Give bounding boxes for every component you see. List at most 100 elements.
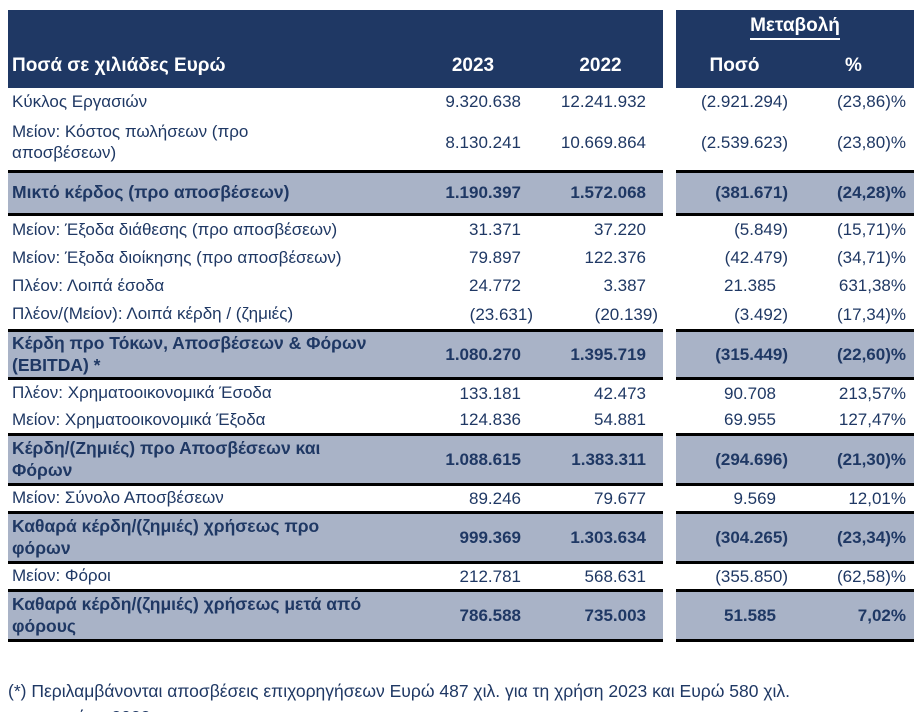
- table-row-subtotal: Καθαρά κέρδη/(ζημιές) χρήσεως προ φόρων 9…: [8, 511, 914, 564]
- value-2023: 9.320.638: [445, 92, 521, 111]
- change-amount: (294.696): [715, 449, 788, 469]
- table-row: Πλέον: Λοιπά έσοδα 24.772 3.387 21.385 631,…: [8, 272, 914, 300]
- column-gap: [663, 329, 676, 380]
- row-label: Μείον: Έξοδα διάθεσης (προ αποσβέσεων): [12, 219, 338, 239]
- change-amount: (304.265): [715, 527, 788, 547]
- table-row: Μείον: Φόροι 212.781 568.631 (355.850) (62,…: [8, 564, 914, 589]
- value-2022: 1.383.311: [571, 449, 646, 469]
- change-amount: (42.479): [724, 248, 788, 267]
- table-row-total: Καθαρά κέρδη/(ζημιές) χρήσεως μετά από φ…: [8, 589, 914, 642]
- table-header-change: Μεταβολή Ποσό %: [676, 10, 914, 88]
- change-amount: 69.955: [724, 410, 776, 429]
- change-subheaders: Ποσό %: [676, 55, 914, 77]
- row-label: Πλέον: Χρηματοοικονομικά Έσοδα: [12, 383, 272, 403]
- footnote-line2: για τη χρήση 2022.: [8, 707, 155, 712]
- row-label: Πλέον/(Μείον): Λοιπά κέρδη / (ζημιές): [12, 304, 294, 324]
- change-amount: (3.492): [734, 304, 788, 324]
- value-2023: 786.588: [459, 605, 521, 625]
- value-2023: 133.181: [459, 383, 521, 403]
- table-row: Πλέον: Χρηματοοικονομικά Έσοδα 133.181 42.…: [8, 380, 914, 407]
- value-2023: 89.246: [469, 488, 521, 508]
- column-gap: [663, 10, 676, 88]
- row-label: Πλέον: Λοιπά έσοδα: [12, 275, 165, 295]
- change-percent: 12,01%: [848, 488, 906, 508]
- column-gap: [663, 88, 676, 116]
- value-2023: 1.190.397: [445, 183, 521, 202]
- change-percent: (23,80)%: [837, 133, 906, 152]
- row-label: Μικτό κέρδος (προ αποσβέσεων): [12, 182, 290, 203]
- table-title: Ποσά σε χιλιάδες Ευρώ: [12, 54, 226, 76]
- table-row: Μείον: Χρηματοοικονομικά Έξοδα 124.836 54.…: [8, 407, 914, 433]
- value-2023: 1.080.270: [445, 344, 521, 364]
- row-label: Μείον: Έξοδα διοίκησης (προ αποσβέσεων): [12, 247, 342, 267]
- row-label: Καθαρά κέρδη/(ζημιές) χρήσεως προ φόρων: [12, 516, 320, 558]
- change-percent: (23,86)%: [837, 92, 906, 111]
- change-percent: 7,02%: [857, 605, 906, 625]
- change-percent: (34,71)%: [837, 248, 906, 267]
- change-percent: (62,58)%: [837, 566, 906, 586]
- change-percent: (15,71)%: [837, 220, 906, 239]
- value-2022: 122.376: [584, 248, 646, 267]
- value-2023: 212.781: [459, 566, 521, 586]
- value-2022: 54.881: [594, 410, 646, 429]
- column-gap: [663, 300, 676, 329]
- row-label: Κέρδη προ Τόκων, Αποσβέσεων & Φόρων (EBI…: [12, 333, 367, 375]
- change-amount: 51.585: [724, 605, 776, 625]
- change-amount: (381.671): [715, 183, 788, 202]
- column-gap: [663, 589, 676, 642]
- column-gap: [663, 244, 676, 272]
- column-gap: [663, 486, 676, 511]
- table-row: Μείον: Έξοδα διοίκησης (προ αποσβέσεων) 7…: [8, 244, 914, 272]
- change-percent: (23,34)%: [837, 527, 906, 547]
- change-percent: 631,38%: [838, 276, 906, 295]
- column-gap: [663, 272, 676, 300]
- table-row: Μείον: Κόστος πωλήσεων (προ αποσβέσεων) 8…: [8, 116, 914, 170]
- value-2022: 1.572.068: [570, 183, 646, 202]
- value-2023: 999.369: [459, 527, 521, 547]
- change-amount: (2.921.294): [701, 92, 788, 111]
- value-2022: 735.003: [584, 605, 646, 625]
- value-2023: 24.772: [469, 276, 521, 295]
- row-label: Κέρδη/(Ζημιές) προ Αποσβέσεων και Φόρων: [12, 438, 321, 480]
- value-2022: 37.220: [594, 220, 646, 239]
- change-percent: (17,34)%: [837, 304, 906, 324]
- column-gap: [663, 564, 676, 589]
- column-header-2022: 2022: [579, 55, 622, 76]
- column-gap: [663, 407, 676, 433]
- table-row-subtotal: Κέρδη/(Ζημιές) προ Αποσβέσεων και Φόρων 1…: [8, 433, 914, 486]
- row-label: Καθαρά κέρδη/(ζημιές) χρήσεως μετά από φ…: [12, 594, 362, 636]
- change-amount: 9.569: [733, 488, 776, 508]
- change-percent: (22,60)%: [837, 344, 906, 364]
- column-gap: [663, 216, 676, 244]
- change-amount: 90.708: [724, 383, 776, 403]
- change-amount: (315.449): [715, 344, 788, 364]
- table-row: Μείον: Έξοδα διάθεσης (προ αποσβέσεων) 31…: [8, 216, 914, 244]
- table-header-main: Ποσά σε χιλιάδες Ευρώ 2023 2022: [8, 10, 663, 88]
- footnote-line1: (*) Περιλαμβάνονται αποσβέσεις επιχορηγή…: [8, 681, 791, 701]
- value-2023: 31.371: [469, 220, 521, 239]
- value-2022: 42.473: [594, 383, 646, 403]
- change-percent: 213,57%: [838, 383, 906, 403]
- column-header-2023: 2023: [451, 55, 495, 76]
- value-2022: 12.241.932: [560, 92, 646, 111]
- value-2023: 1.088.615: [445, 449, 521, 469]
- column-header-amount: Ποσό: [709, 55, 760, 76]
- change-percent: 127,47%: [838, 410, 906, 429]
- change-percent: (24,28)%: [837, 183, 906, 202]
- value-2023: 8.130.241: [445, 133, 521, 152]
- column-gap: [663, 511, 676, 564]
- change-amount: 21.385: [724, 276, 776, 295]
- column-gap: [663, 170, 676, 216]
- table-row-subtotal: Κέρδη προ Τόκων, Αποσβέσεων & Φόρων (EBI…: [8, 329, 914, 380]
- column-gap: [663, 380, 676, 407]
- row-label: Μείον: Κόστος πωλήσεων (προ αποσβέσεων): [12, 122, 249, 162]
- column-gap: [663, 433, 676, 486]
- value-2022: 10.669.864: [560, 133, 646, 152]
- change-title-wrap: Μεταβολή: [676, 15, 914, 40]
- table-row: Πλέον/(Μείον): Λοιπά κέρδη / (ζημιές) (23…: [8, 300, 914, 329]
- change-amount: (5.849): [734, 220, 788, 239]
- row-label: Μείον: Σύνολο Αποσβέσεων: [12, 488, 224, 508]
- change-percent: (21,30)%: [837, 449, 906, 469]
- value-2023: (23.631): [469, 304, 533, 324]
